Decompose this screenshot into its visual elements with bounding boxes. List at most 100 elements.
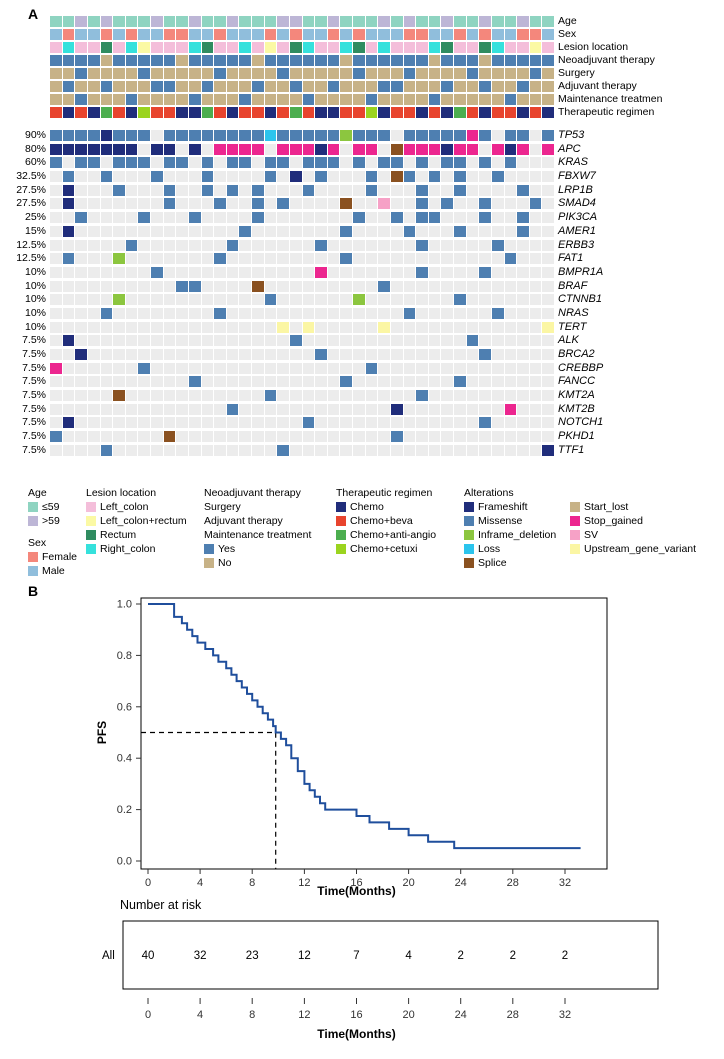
annotation-cell [50,55,62,66]
mutation-cell [252,349,264,360]
mutation-cell [390,335,403,347]
annotation-cell [378,42,390,53]
mutation-cell [163,349,176,360]
annotation-cell [163,16,176,27]
mutation-cell [479,266,491,278]
mutation-cell [62,376,75,388]
mutation-cell [87,321,100,333]
annotation-cell [264,81,277,92]
mutation-cell [378,349,390,360]
gene-name-label: AMER1 [558,224,596,237]
legend-item: Frameshift [464,500,556,514]
mutation-cell [100,444,113,456]
mutation-cell [50,198,62,210]
mutation-cell [390,349,403,360]
mutation-cell [403,294,416,306]
mutation-cell [239,390,251,402]
mutation-cell [176,349,188,360]
legend-item-label: Chemo+anti-angio [350,529,437,541]
annotation-cell-grid [50,68,554,79]
mutation-cell [454,212,466,224]
mutation-cell [479,130,491,141]
annotation-cell [289,81,302,92]
mutation-cell [75,171,87,183]
annotation-cell [201,55,214,66]
gene-name-label: PKHD1 [558,430,595,443]
mutation-cell [315,225,327,237]
gene-name-label: APC [558,142,581,155]
mutation-cell [252,307,264,319]
mutation-cell [214,198,226,210]
mutation-cell [277,403,289,415]
mutation-cell [454,349,466,360]
gene-name-label: FBXW7 [558,170,596,183]
annotation-cell [151,68,163,79]
annotation-cell [529,68,542,79]
mutation-cell [504,444,517,456]
km-x-tick-label: 12 [298,877,310,889]
mutation-cell [188,184,201,196]
mutation-cell [188,198,201,210]
legend-item: Upstream_gene_variant [570,542,696,556]
annotation-cell [378,81,390,92]
mutation-cell [353,184,365,196]
mutation-cell [466,198,479,210]
gene-cell-grid [50,431,554,443]
mutation-cell [239,335,251,347]
annotation-cell [188,107,201,118]
mutation-cell [87,444,100,456]
mutation-cell [542,390,554,402]
mutation-cell [302,212,315,224]
mutation-cell [302,143,315,155]
mutation-cell [289,225,302,237]
mutation-cell [62,349,75,360]
mutation-cell [125,349,138,360]
mutation-cell [62,362,75,374]
mutation-cell [327,280,340,292]
mutation-cell [428,266,441,278]
legend-title: Age [28,487,47,499]
km-survival-curve [148,603,581,850]
mutation-cell [315,266,327,278]
mutation-cell [100,349,113,360]
annotation-cell [176,68,188,79]
annotation-cell [87,42,100,53]
risk-count: 12 [298,950,311,962]
mutation-cell [454,184,466,196]
annotation-cell [365,16,378,27]
legend-title-spacer [570,486,696,500]
mutation-cell [50,376,62,388]
mutation-cell [113,349,125,360]
annotation-cell [75,16,87,27]
mutation-cell [517,253,529,265]
legend-block: Therapeutic regimen Chemo Chemo+beva Chemo+… [336,486,436,556]
mutation-cell [315,335,327,347]
annotation-cell [390,81,403,92]
mutation-cell [466,130,479,141]
mutation-cell [239,212,251,224]
mutation-cell [62,444,75,456]
legend-item: >59 [28,514,77,528]
mutation-cell [113,444,125,456]
gene-frequency-label: 7.5% [22,334,46,347]
legend-title: Surgery [204,501,241,513]
annotation-cell [289,107,302,118]
mutation-cell [50,143,62,155]
mutation-cell [466,349,479,360]
mutation-cell [378,294,390,306]
mutation-cell [428,376,441,388]
mutation-cell [365,390,378,402]
mutation-cell [302,294,315,306]
mutation-cell [441,143,453,155]
annotation-cell [353,16,365,27]
annotation-cell [125,107,138,118]
mutation-cell [239,444,251,456]
mutation-cell [365,198,378,210]
mutation-cell [479,307,491,319]
mutation-cell [302,390,315,402]
annotation-cell [327,55,340,66]
mutation-cell [264,266,277,278]
mutation-cell [517,362,529,374]
annotation-cell [176,94,188,105]
mutation-cell [226,417,239,429]
